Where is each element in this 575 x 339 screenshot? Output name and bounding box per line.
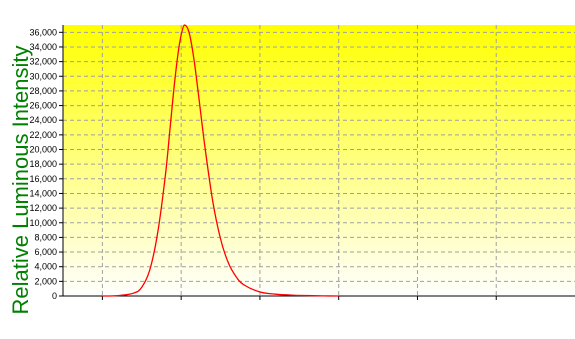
y-tick-label: 36,000 <box>29 27 57 37</box>
y-tick-label: 20,000 <box>29 145 57 155</box>
y-axis-label: Relative Luminous Intensity <box>8 45 33 314</box>
y-tick-label: 22,000 <box>29 130 57 140</box>
y-tick-label: 34,000 <box>29 42 57 52</box>
y-tick-label: 26,000 <box>29 101 57 111</box>
y-tick-label: 30,000 <box>29 71 57 81</box>
y-axis-ticks: 0 2,000 4,000 6,000 8,000 10,000 12,000 14,000 1… <box>29 27 497 301</box>
y-tick-label: 28,000 <box>29 86 57 96</box>
y-tick-label: 0 <box>52 291 57 301</box>
y-tick-label: 4,000 <box>34 262 57 272</box>
y-tick-label: 18,000 <box>29 159 57 169</box>
y-tick-label: 8,000 <box>34 232 57 242</box>
plot-area <box>63 25 575 296</box>
y-tick-label: 2,000 <box>34 276 57 286</box>
y-tick-label: 10,000 <box>29 218 57 228</box>
y-tick-label: 32,000 <box>29 57 57 67</box>
y-tick-label: 12,000 <box>29 203 57 213</box>
y-tick-label: 24,000 <box>29 115 57 125</box>
y-tick-label: 6,000 <box>34 247 57 257</box>
series-line <box>102 24 339 297</box>
y-tick-label: 14,000 <box>29 188 57 198</box>
y-tick-label: 16,000 <box>29 174 57 184</box>
grid-lines <box>63 25 575 296</box>
series-layer <box>102 24 339 297</box>
